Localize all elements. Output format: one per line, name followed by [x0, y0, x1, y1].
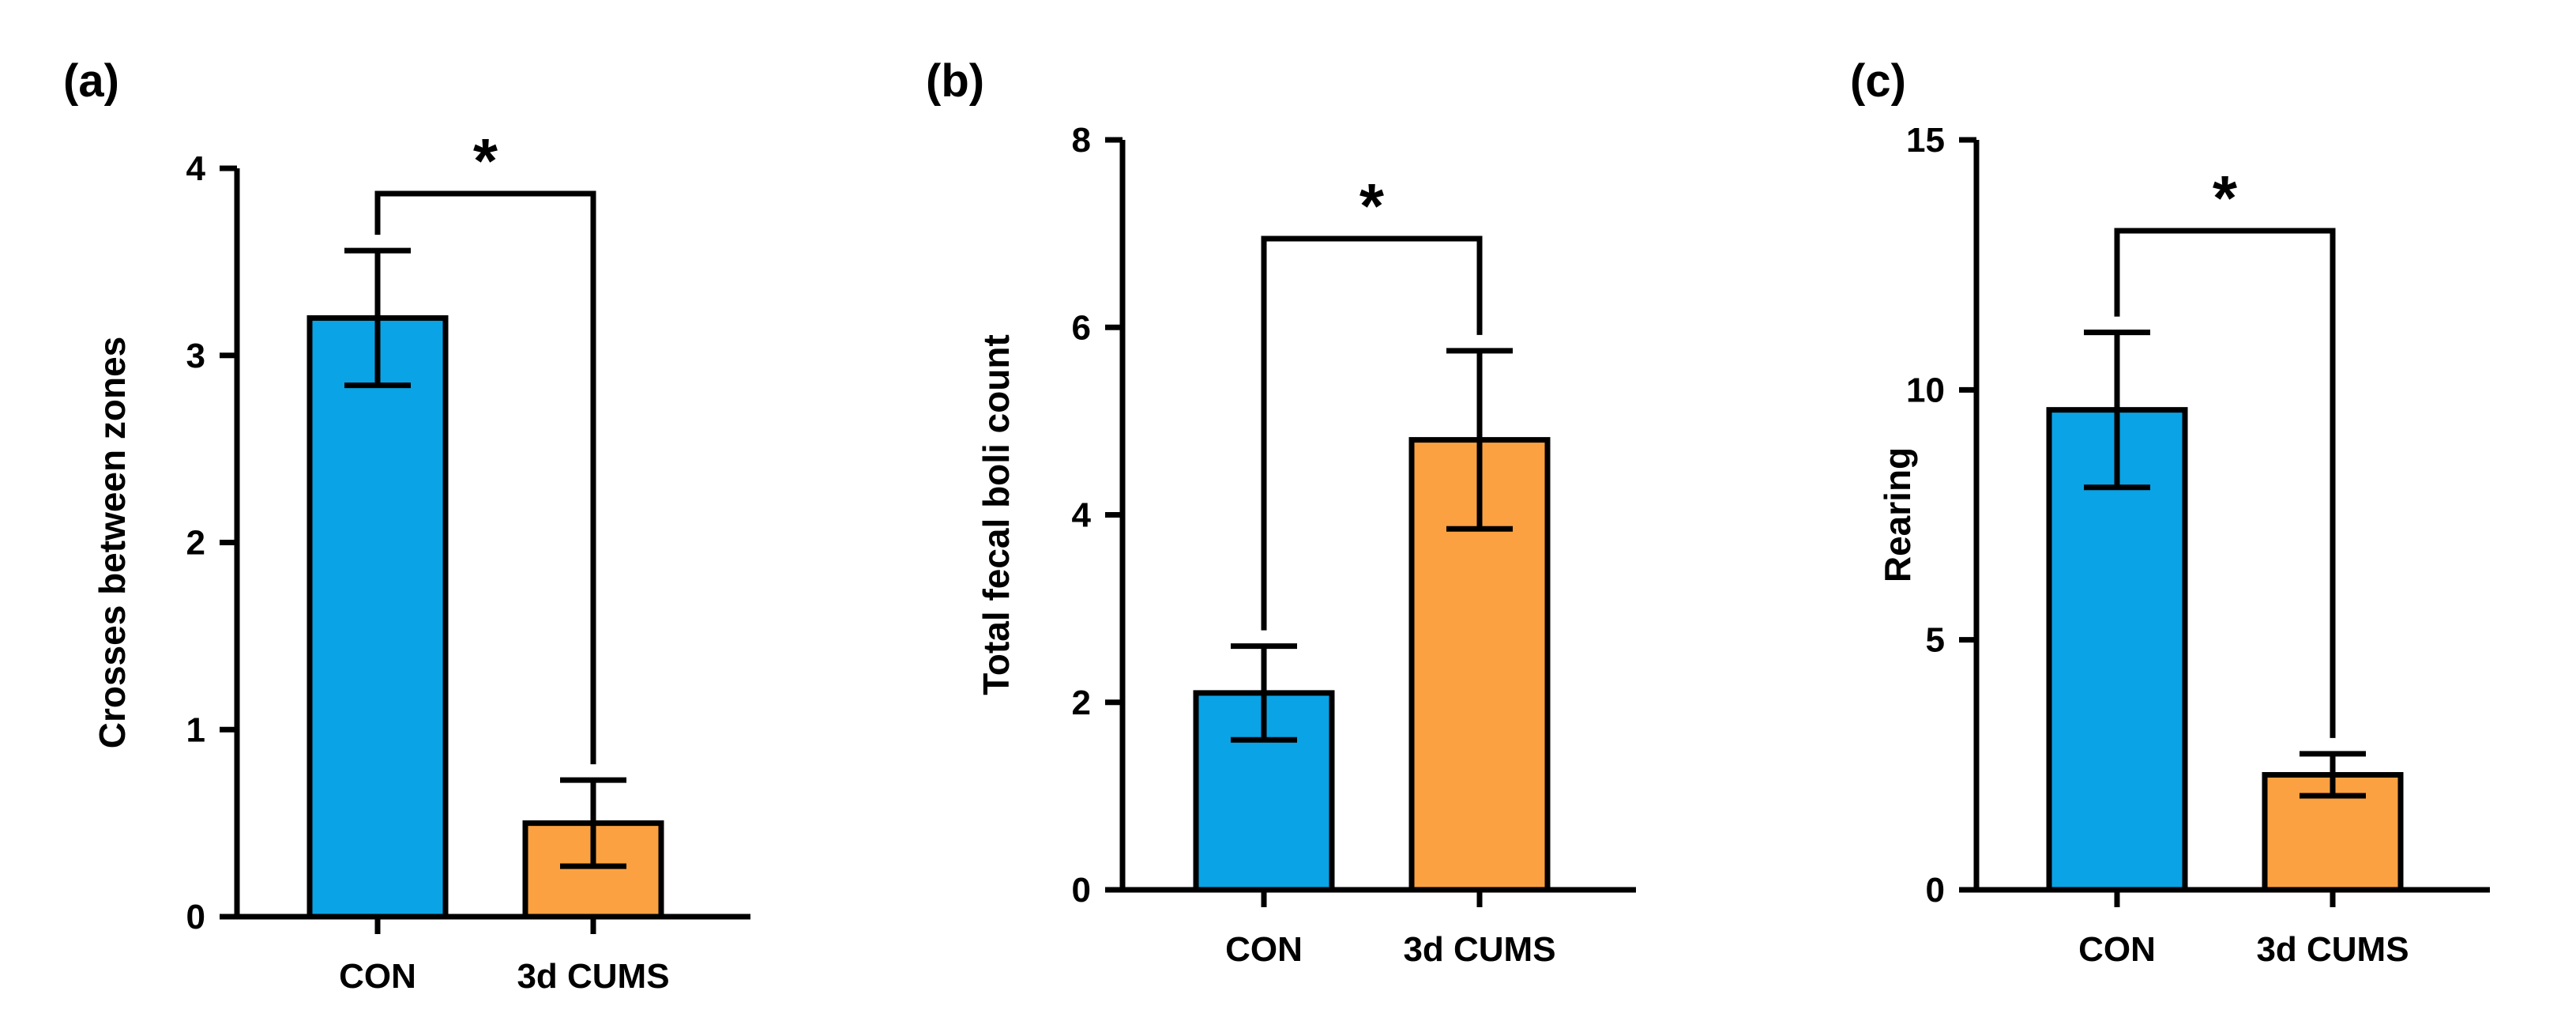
significance-bracket — [1261, 235, 1483, 631]
y-tick-label: 3 — [186, 337, 205, 375]
y-tick-label: 0 — [186, 898, 205, 936]
category-label: 3d CUMS — [517, 957, 669, 996]
y-tick-label: 0 — [1926, 871, 1945, 910]
y-tick-label: 2 — [186, 524, 205, 563]
panel-c: (c) Rearing 0 5 10 15 CON 3d CUMS * — [1850, 55, 2490, 969]
category-label: CON — [1225, 930, 1303, 969]
panel-a: (a) Crosses between zones 0 1 2 3 4 CON 3d CUMS * — [63, 55, 750, 996]
panel-label: (b) — [926, 55, 984, 107]
significance-marker: * — [2213, 163, 2238, 233]
y-tick-label: 4 — [186, 149, 206, 188]
y-axis-title: Crosses between zones — [92, 337, 133, 749]
y-axis-title: Rearing — [1877, 447, 1918, 582]
y-tick-label: 15 — [1906, 121, 1945, 160]
y-tick-label: 8 — [1072, 121, 1091, 160]
significance-marker: * — [473, 126, 498, 196]
y-tick-label: 1 — [186, 710, 205, 749]
panel-label: (c) — [1850, 55, 1906, 107]
significance-bracket — [2114, 228, 2336, 738]
y-tick-label: 0 — [1072, 871, 1091, 910]
y-tick-label: 4 — [1072, 496, 1092, 535]
category-label: CON — [339, 957, 416, 996]
y-tick-label: 10 — [1906, 371, 1945, 409]
y-tick-label: 5 — [1926, 621, 1945, 660]
y-axis-title: Total fecal boli count — [976, 334, 1017, 695]
significance-marker: * — [1359, 171, 1385, 241]
category-label: CON — [2078, 930, 2156, 969]
category-label: 3d CUMS — [1403, 930, 1555, 969]
bar-con — [306, 315, 449, 920]
category-label: 3d CUMS — [2256, 930, 2409, 969]
y-tick-label: 6 — [1072, 308, 1091, 347]
significance-bracket — [374, 190, 596, 765]
panel-b: (b) Total fecal boli count 0 2 4 6 8 CON 3d CUMS… — [926, 55, 1636, 969]
y-tick-label: 2 — [1072, 684, 1091, 722]
panel-label: (a) — [63, 55, 119, 107]
